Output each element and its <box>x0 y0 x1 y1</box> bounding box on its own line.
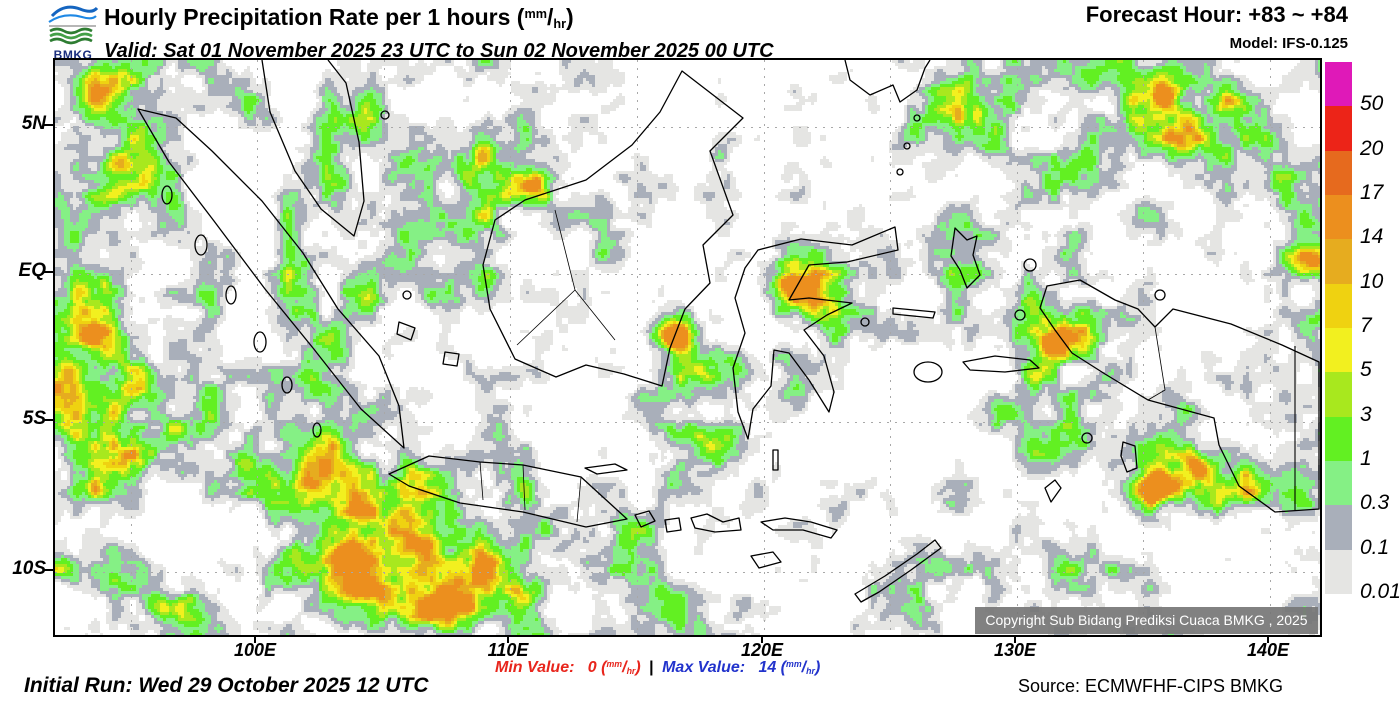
lon-tick <box>507 635 509 643</box>
legend-value: 20 <box>1360 136 1384 160</box>
minmax-values: Min Value: 0 (mm/hr) | Max Value: 14 (mm… <box>495 659 820 677</box>
legend-value: 7 <box>1360 313 1372 337</box>
legend-segment <box>1325 239 1352 284</box>
lon-tick <box>254 635 256 643</box>
initial-run: Initial Run: Wed 29 October 2025 12 UTC <box>24 674 429 697</box>
lon-tick <box>761 635 763 643</box>
lat-label: 5N <box>21 113 46 134</box>
lon-label: 110E <box>487 640 529 660</box>
legend-segment <box>1325 372 1352 417</box>
legend-value: 3 <box>1360 402 1372 426</box>
max-value: Max Value: 14 (mm/hr) <box>662 659 821 677</box>
lon-label: 130E <box>993 640 1037 660</box>
legend-value: 0.3 <box>1360 491 1390 515</box>
legend-value: 0.01 <box>1360 579 1400 603</box>
lat-tick <box>44 419 53 421</box>
minmax-separator: | <box>649 659 654 676</box>
legend-value: 50 <box>1360 92 1384 116</box>
legend-segment <box>1325 194 1352 240</box>
legend-colorbar <box>1325 62 1352 594</box>
legend-segment <box>1325 327 1352 373</box>
precipitation-field <box>55 60 1320 635</box>
lat-label: 10S <box>12 558 46 579</box>
lat-label: 5S <box>22 408 46 429</box>
legend-value: 0.1 <box>1360 535 1390 559</box>
model-name: Model: IFS-0.125 <box>1229 35 1348 52</box>
legend-value: 5 <box>1360 358 1372 382</box>
coastlines <box>137 60 1320 603</box>
legend-segment <box>1325 283 1352 328</box>
lat-tick <box>44 124 53 126</box>
min-value: Min Value: 0 (mm/hr) <box>495 659 641 677</box>
legend-value: 1 <box>1360 446 1372 470</box>
lon-tick <box>1267 635 1269 643</box>
lat-tick <box>44 271 53 273</box>
legend-segment <box>1325 460 1352 506</box>
copyright-notice: Copyright Sub Bidang Prediksi Cuaca BMKG… <box>975 607 1318 634</box>
page-title: Hourly Precipitation Rate per 1 hours (m… <box>104 3 574 32</box>
unit-denominator: hr <box>553 17 567 32</box>
legend-segment <box>1325 106 1352 151</box>
legend-segment <box>1325 150 1352 195</box>
legend-segment <box>1325 62 1352 107</box>
unit-numerator: mm <box>524 7 547 21</box>
map-area: Copyright Sub Bidang Prediksi Cuaca BMKG… <box>53 58 1322 637</box>
legend-value: 14 <box>1360 225 1384 249</box>
legend-segment <box>1325 505 1352 550</box>
legend-value: 17 <box>1360 180 1384 204</box>
bmkg-logo-icon <box>48 5 99 45</box>
lat-tick <box>44 569 53 571</box>
forecast-hour: Forecast Hour: +83 ~ +84 <box>1085 2 1348 27</box>
lat-label: EQ <box>18 260 46 281</box>
lon-label: 120E <box>740 640 784 660</box>
lon-tick <box>1014 635 1016 643</box>
legend-segment <box>1325 549 1352 594</box>
bmkg-logo: BMKG <box>44 1 102 61</box>
valid-time-range: Valid: Sat 01 November 2025 23 UTC to Su… <box>104 40 774 63</box>
data-source: Source: ECMWFHF-CIPS BMKG <box>1018 676 1284 696</box>
lon-label: 100E <box>233 640 277 660</box>
legend-value: 10 <box>1360 269 1384 293</box>
lon-label: 140E <box>1246 640 1290 660</box>
legend-segment <box>1325 416 1352 461</box>
